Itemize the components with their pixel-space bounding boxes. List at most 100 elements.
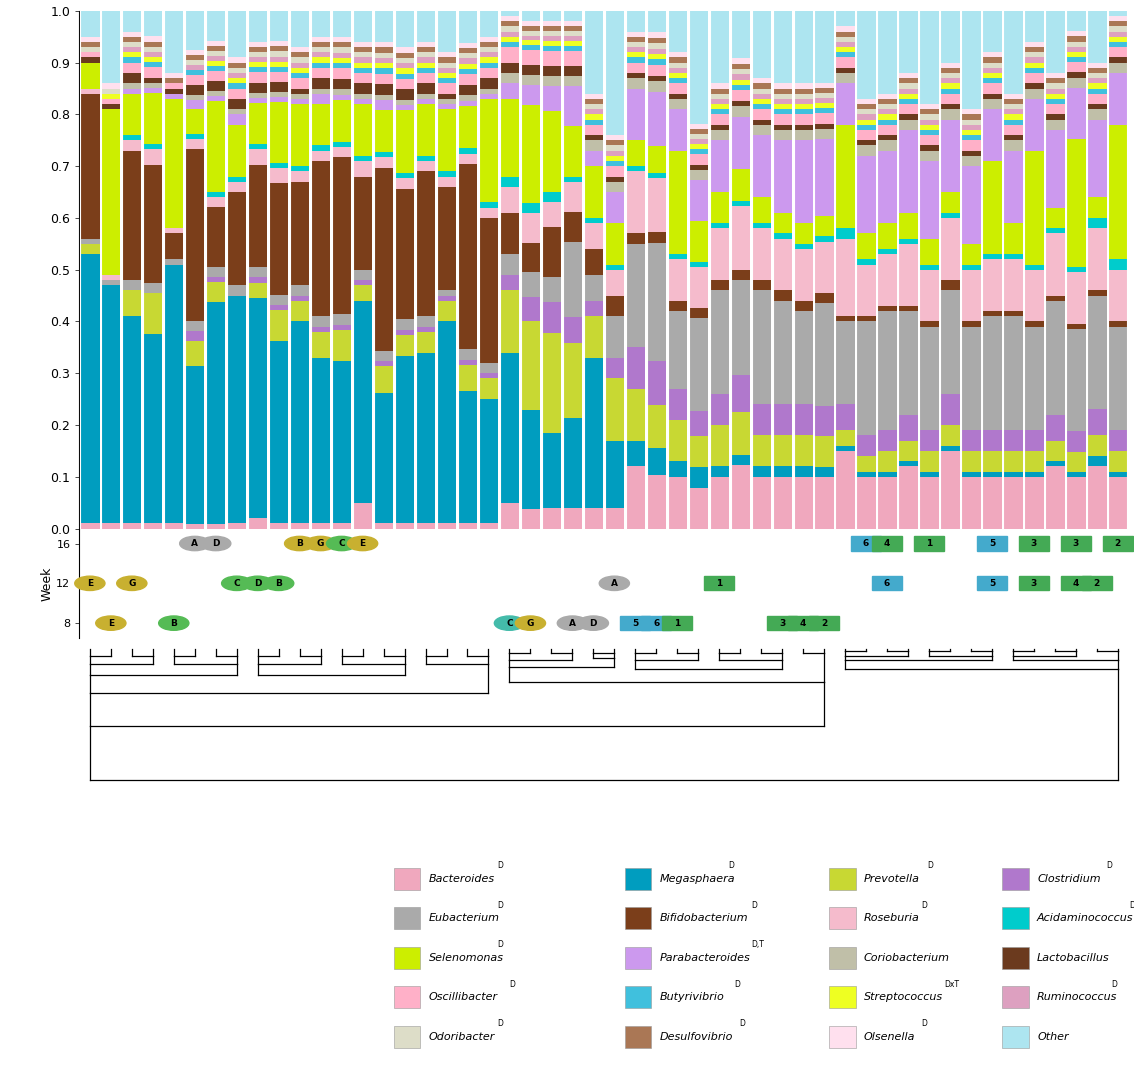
Bar	[626, 78, 645, 88]
Bar	[962, 264, 981, 270]
Bar	[521, 213, 540, 242]
Bar	[101, 109, 120, 275]
Bar	[500, 42, 519, 47]
Bar	[1024, 270, 1043, 322]
Bar	[646, 54, 666, 60]
Bar	[458, 153, 477, 164]
Bar	[584, 275, 603, 301]
Bar	[353, 161, 372, 176]
Bar	[814, 236, 833, 241]
Bar	[688, 488, 708, 528]
Bar	[1088, 109, 1107, 120]
Bar	[542, 202, 561, 227]
Bar	[856, 260, 875, 264]
Bar	[227, 125, 246, 176]
Bar	[1066, 432, 1085, 452]
Bar	[940, 84, 959, 88]
Circle shape	[243, 576, 273, 590]
Bar	[772, 436, 792, 466]
Bar	[1066, 272, 1085, 324]
Bar	[604, 166, 624, 176]
Bar	[626, 63, 645, 73]
Text: 2: 2	[1115, 539, 1122, 548]
Bar	[1024, 52, 1043, 58]
Bar	[416, 172, 435, 316]
Text: 2: 2	[1093, 578, 1100, 588]
Bar	[920, 11, 939, 104]
Bar	[625, 947, 651, 969]
Bar	[752, 88, 771, 93]
Bar	[604, 176, 624, 182]
Bar	[646, 242, 666, 361]
Bar	[479, 47, 498, 52]
Bar	[962, 114, 981, 120]
Bar	[227, 296, 246, 523]
Bar	[710, 466, 729, 477]
Bar	[164, 78, 184, 84]
Bar	[878, 99, 897, 104]
Bar	[479, 67, 498, 78]
Bar	[185, 11, 204, 50]
Bar	[1004, 140, 1023, 151]
Bar	[290, 93, 310, 99]
Bar	[562, 26, 582, 30]
Bar	[206, 97, 226, 101]
Bar	[437, 176, 456, 187]
Bar	[1066, 32, 1085, 37]
Bar	[1046, 414, 1065, 440]
Bar	[269, 341, 288, 524]
Bar	[206, 11, 226, 41]
Circle shape	[578, 616, 609, 630]
Bar	[982, 472, 1001, 477]
Bar	[1108, 270, 1127, 322]
Bar	[646, 232, 666, 242]
Bar	[710, 393, 729, 425]
Bar	[1066, 11, 1085, 32]
Bar	[332, 361, 352, 523]
Bar	[584, 508, 603, 528]
Bar	[836, 430, 855, 446]
Bar	[625, 986, 651, 1009]
Bar	[898, 466, 917, 528]
Bar	[374, 42, 393, 48]
Bar	[562, 342, 582, 418]
Bar	[332, 48, 352, 52]
Bar	[1046, 88, 1065, 93]
Bar	[542, 111, 561, 191]
Bar	[311, 88, 330, 93]
Bar	[668, 260, 687, 301]
Circle shape	[159, 616, 189, 630]
Bar	[940, 67, 959, 73]
Bar	[584, 99, 603, 104]
Bar	[1024, 430, 1043, 451]
Bar	[500, 32, 519, 37]
Bar	[688, 318, 708, 411]
Bar	[185, 70, 204, 75]
Bar	[458, 64, 477, 68]
Bar	[143, 37, 162, 41]
Bar	[395, 1026, 421, 1048]
Bar	[521, 322, 540, 410]
Bar	[122, 88, 142, 93]
Bar	[814, 98, 833, 103]
Bar	[521, 297, 540, 322]
Bar	[416, 11, 435, 42]
Bar	[311, 332, 330, 358]
Text: D: D	[921, 901, 926, 910]
Bar	[836, 125, 855, 228]
Bar	[521, 75, 540, 85]
Bar	[626, 58, 645, 63]
Bar	[248, 277, 268, 283]
Bar	[332, 68, 352, 79]
Bar	[227, 88, 246, 99]
Bar	[940, 88, 959, 93]
Bar	[562, 41, 582, 46]
Bar	[1088, 436, 1107, 457]
Bar	[584, 109, 603, 114]
Bar	[143, 164, 162, 283]
Bar	[584, 166, 603, 218]
Bar	[500, 16, 519, 22]
Bar	[521, 242, 540, 272]
Bar	[814, 109, 833, 113]
Bar	[752, 93, 771, 99]
